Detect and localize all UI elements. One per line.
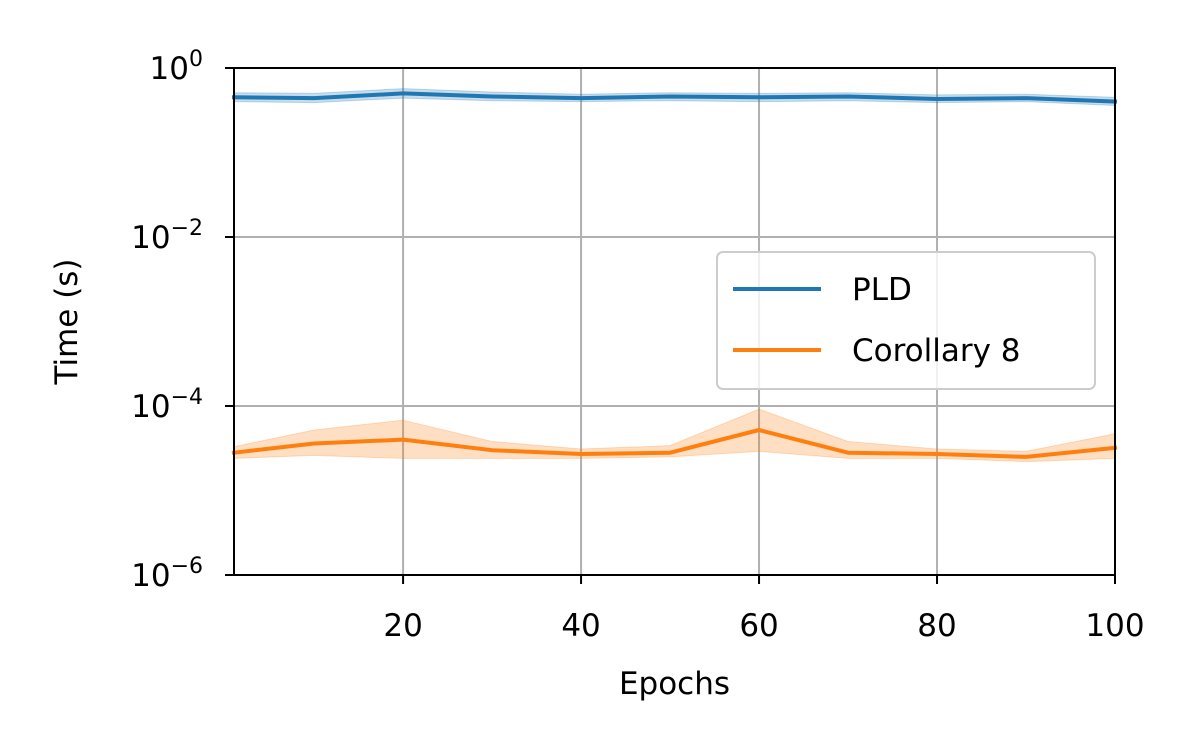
y-tick-exponent: −4 [171,385,203,410]
y-tick-base: 10 [150,51,189,87]
x-tick-label: 60 [739,608,778,644]
series-line-pld [231,91,1118,104]
legend-label-corollary-8: Corollary 8 [852,333,1021,369]
series-lines [231,91,1118,459]
legend: PLD Corollary 8 [716,251,1096,390]
x-tick-label: 40 [561,608,600,644]
plot-area-frame [233,67,1116,576]
y-tick-label: 100 [150,47,203,87]
y-tick-exponent: −6 [171,554,203,579]
y-tick-label: 10−4 [131,385,203,425]
y-tick-exponent: −2 [171,216,203,241]
x-tick-label: 100 [1085,608,1144,644]
x-axis-label: Epochs [619,666,730,702]
y-tick-base: 10 [131,220,170,256]
y-tick-label: 10−2 [131,216,203,256]
x-tick-label: 80 [917,608,956,644]
legend-frame [716,251,1096,390]
y-tick-base: 10 [131,558,170,594]
legend-label-pld: PLD [852,272,912,308]
y-tick-label: 10−6 [131,554,203,594]
y-tick-exponent: 0 [189,47,203,72]
x-tick-label: 20 [383,608,422,644]
x-axis-ticks: 20 40 60 80 100 [383,575,1145,644]
y-tick-base: 10 [131,389,170,425]
y-axis-label: Time (s) [49,258,85,385]
series-line-corollary-8 [231,428,1118,459]
